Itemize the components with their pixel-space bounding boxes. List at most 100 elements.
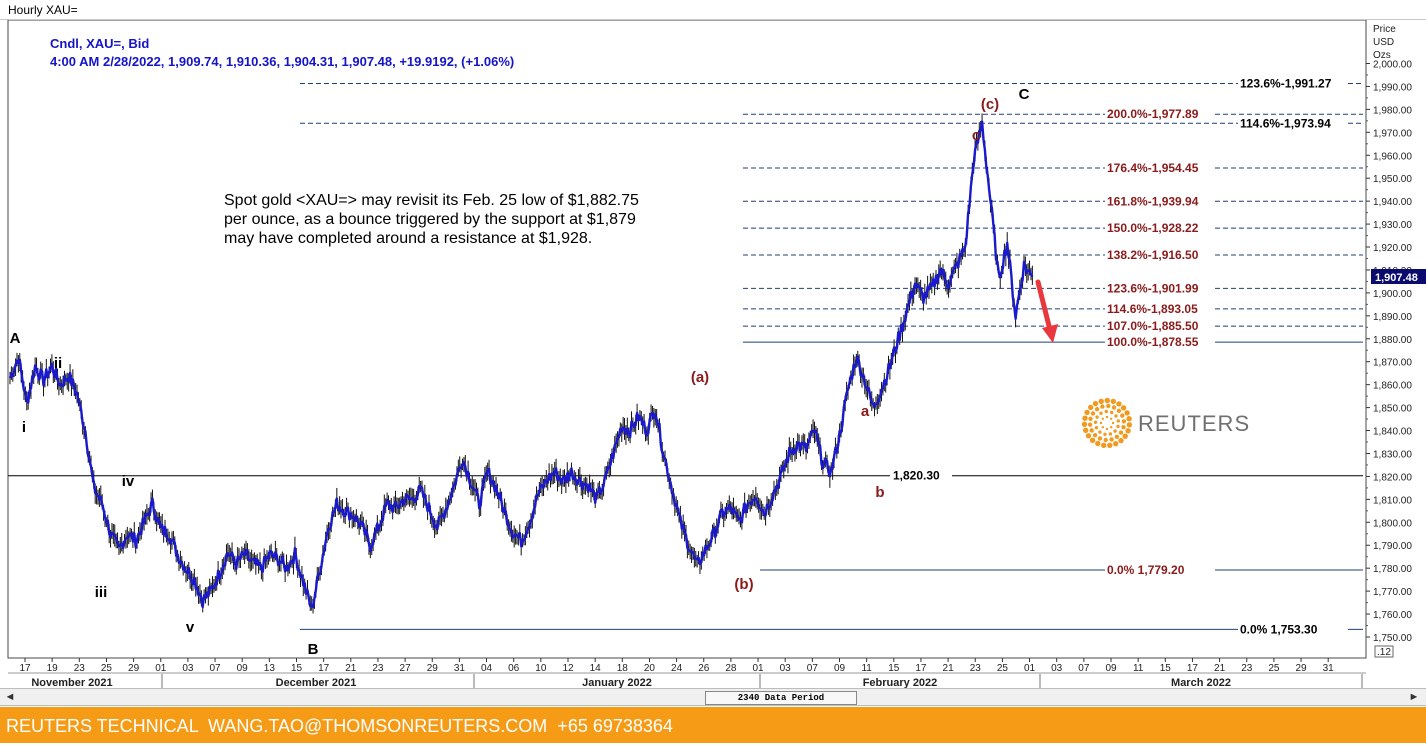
price-tick-label: 1,880.00 — [1373, 335, 1412, 346]
fib-label-bg — [1105, 280, 1215, 295]
date-tick-label: 01 — [155, 663, 167, 674]
date-tick-label: 23 — [1241, 663, 1253, 674]
price-tick-label: 1,890.00 — [1373, 312, 1412, 323]
month-label: March 2022 — [1171, 677, 1231, 688]
info-ohlc: 4:00 AM 2/28/2022, 1,909.74, 1,910.36, 1… — [50, 54, 515, 69]
price-tick-label: 1,970.00 — [1373, 128, 1412, 139]
price-tick-label: 1,750.00 — [1373, 633, 1412, 644]
reuters-dots-icon — [1081, 397, 1133, 448]
date-tick-label: 01 — [1024, 663, 1036, 674]
logo-dot — [1105, 427, 1109, 431]
logo-dot — [1092, 400, 1099, 407]
fib-label-bg — [1105, 562, 1215, 577]
logo-dot — [1101, 442, 1107, 448]
window-title: Hourly XAU= — [0, 0, 1426, 20]
logo-dot — [1111, 405, 1117, 410]
fib-label-bg — [1105, 159, 1215, 174]
wave-label: iii — [95, 584, 108, 601]
logo-dot — [1098, 430, 1102, 434]
logo-dot — [1104, 397, 1110, 404]
logo-dot — [1120, 413, 1125, 418]
month-label: January 2022 — [582, 677, 652, 688]
date-tick-label: 11 — [1133, 663, 1144, 674]
wave-label: a — [861, 403, 870, 420]
current-price-box — [1371, 269, 1426, 284]
logo-dot — [1097, 436, 1103, 441]
date-tick-label: 07 — [807, 663, 819, 674]
logo-dot — [1113, 429, 1117, 433]
month-label: February 2022 — [863, 677, 938, 688]
fib-label: 0.0% 1,753.30 — [1240, 622, 1318, 636]
corner-label: .12 — [1377, 647, 1391, 658]
scroll-left-arrow-icon[interactable]: ◄ — [4, 691, 16, 703]
logo-dot — [1108, 432, 1113, 436]
wave-label: ii — [54, 355, 62, 372]
fib-label-bg — [1105, 106, 1215, 121]
fib-label-bg — [1105, 220, 1215, 235]
fib-label: 138.2%-1,916.50 — [1107, 248, 1199, 262]
price-tick-label: 2,000.00 — [1373, 60, 1412, 71]
logo-dot — [1089, 428, 1094, 433]
date-tick-label: 21 — [1214, 663, 1226, 674]
date-tick-label: 20 — [644, 663, 656, 674]
date-tick-label: 21 — [345, 663, 357, 674]
date-tick-label: 21 — [943, 663, 955, 674]
date-tick-label: 19 — [47, 663, 59, 674]
logo-dot — [1094, 426, 1099, 430]
logo-dot — [1099, 411, 1103, 415]
logo-dot — [1099, 421, 1103, 425]
date-tick-label: 17 — [915, 663, 927, 674]
date-tick-label: 28 — [725, 663, 737, 674]
fib-label: 123.6%-1,901.99 — [1107, 281, 1199, 295]
logo-dot — [1101, 426, 1104, 429]
date-tick-label: 04 — [481, 663, 493, 674]
logo-dot — [1094, 407, 1100, 412]
logo-dot — [1126, 416, 1132, 422]
wave-label: b — [875, 484, 884, 501]
logo-dot — [1095, 440, 1101, 447]
date-tick-label: 15 — [1160, 663, 1172, 674]
wave-label: c — [972, 127, 980, 144]
logo-dot — [1122, 433, 1128, 439]
price-series — [8, 120, 1034, 609]
price-tick-label: 1,990.00 — [1373, 82, 1412, 93]
wave-label: C — [1019, 86, 1030, 103]
price-tick-label: 1,860.00 — [1373, 381, 1412, 392]
date-tick-label: 17 — [19, 663, 31, 674]
price-tick-label: 1,940.00 — [1373, 197, 1412, 208]
logo-dot — [1090, 411, 1096, 416]
logo-dot — [1114, 414, 1118, 418]
price-axis-title: USD — [1373, 37, 1394, 48]
logo-dot — [1085, 433, 1092, 439]
date-tick-label: 24 — [671, 663, 683, 674]
fib-label: 114.6%-1,893.05 — [1107, 302, 1198, 316]
price-tick-label: 1,810.00 — [1373, 495, 1412, 506]
logo-dot — [1110, 410, 1114, 415]
price-axis-title: Price — [1373, 24, 1396, 35]
logo-dot — [1104, 409, 1108, 414]
date-tick-label: 25 — [1268, 663, 1280, 674]
data-period-thumb[interactable]: 2340 Data Period — [705, 691, 857, 705]
date-tick-label: 31 — [1323, 663, 1335, 674]
price-tick-label: 1,920.00 — [1373, 243, 1412, 254]
date-tick-label: 17 — [1187, 663, 1199, 674]
instrument-info: Cndl, XAU=, Bid 4:00 AM 2/28/2022, 1,909… — [50, 35, 514, 71]
scroll-right-arrow-icon[interactable]: ► — [1408, 691, 1420, 703]
fib-label-bg — [1238, 115, 1348, 130]
logo-dot — [1081, 421, 1088, 427]
logo-dot — [1111, 421, 1115, 425]
logo-dot — [1118, 437, 1124, 444]
date-tick-label: 17 — [318, 663, 330, 674]
fib-label-bg — [1105, 300, 1215, 315]
date-tick-label: 15 — [291, 663, 303, 674]
price-tick-label: 1,930.00 — [1373, 220, 1412, 231]
logo-dot — [1083, 427, 1089, 433]
price-tick-label: 1,900.00 — [1373, 289, 1412, 300]
logo-dot — [1082, 415, 1088, 421]
date-tick-label: 29 — [128, 663, 140, 674]
horizontal-scrollbar[interactable]: ◄ 2340 Data Period ► — [0, 688, 1426, 706]
logo-dot — [1121, 419, 1127, 424]
logo-dot — [1088, 404, 1094, 411]
logo-dot — [1126, 422, 1133, 428]
logo-dot — [1098, 398, 1104, 404]
